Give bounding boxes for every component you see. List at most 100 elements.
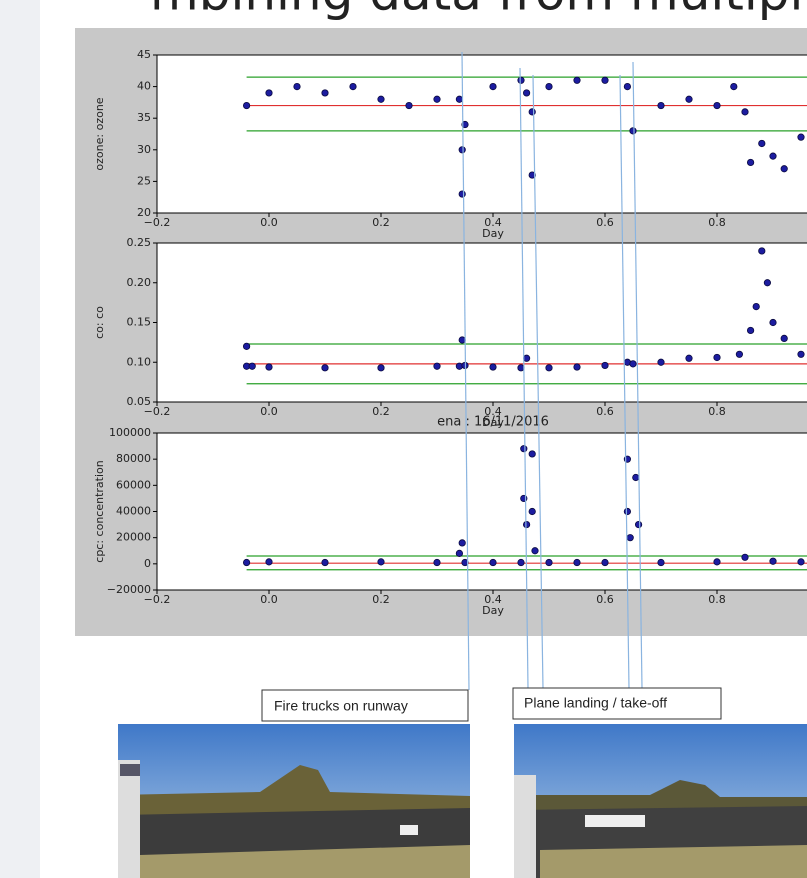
data-point [763, 279, 772, 287]
x-tick-label: 0.6 [596, 405, 614, 418]
data-point [531, 547, 539, 555]
x-axis-label: Day [482, 227, 504, 240]
y-tick-label: −20000 [107, 583, 151, 596]
x-tick-label: 0.6 [596, 216, 614, 229]
data-point [573, 76, 581, 84]
data-point [780, 334, 788, 342]
y-tick-label: 20 [137, 206, 151, 219]
data-point [265, 89, 273, 97]
y-axis-label: ozone: ozone [93, 97, 106, 170]
x-tick-label: 0.6 [596, 593, 614, 606]
y-tick-label: 0.10 [127, 355, 152, 368]
x-tick-label: 0.8 [708, 405, 726, 418]
data-point [377, 558, 385, 566]
y-tick-label: 25 [137, 174, 151, 187]
data-point [634, 520, 643, 529]
y-axis-label: co: co [93, 306, 106, 339]
data-point [489, 83, 497, 91]
data-point [489, 363, 497, 371]
y-tick-label: 0.05 [127, 395, 152, 408]
data-point [433, 362, 441, 370]
data-point [769, 557, 777, 565]
connectors [461, 51, 643, 691]
data-point [623, 83, 632, 91]
data-point [522, 89, 531, 97]
x-tick-label: 0.4 [484, 593, 502, 606]
data-point [520, 445, 528, 453]
plot-area [156, 432, 807, 591]
y-tick-label: 0.20 [127, 276, 152, 289]
x-tick-label: 0.2 [372, 593, 390, 606]
data-point [243, 101, 251, 110]
y-tick-label: 35 [137, 111, 151, 124]
data-point [601, 76, 609, 84]
x-tick-label: −0.2 [144, 216, 171, 229]
y-tick-label: 60000 [116, 478, 151, 491]
x-tick-label: −0.2 [144, 593, 171, 606]
data-point [758, 139, 766, 148]
plot-area [156, 242, 807, 403]
x-tick-label: 0.8 [708, 593, 726, 606]
photo [118, 724, 470, 878]
data-point [489, 558, 497, 567]
annotation: Fire trucks on runway [274, 698, 408, 714]
x-tick-label: 0.0 [260, 216, 278, 229]
data-point [601, 558, 609, 567]
data-point [741, 108, 749, 116]
data-point [517, 76, 525, 84]
data-point [458, 336, 466, 344]
data-point [433, 558, 441, 567]
data-point [455, 95, 463, 103]
data-point [321, 558, 329, 567]
data-point [769, 318, 777, 327]
y-tick-label: 0 [144, 557, 151, 570]
data-point [528, 108, 536, 116]
y-tick-label: 80000 [116, 452, 151, 465]
data-point [528, 450, 536, 458]
data-point [780, 165, 788, 173]
data-point [735, 350, 744, 358]
data-point [730, 83, 738, 91]
data-point [713, 353, 721, 362]
y-tick-label: 0.25 [127, 236, 152, 249]
y-tick-label: 0.15 [127, 316, 152, 329]
x-tick-label: 0.2 [372, 216, 390, 229]
data-point [573, 363, 581, 371]
x-tick-label: 0.0 [260, 593, 278, 606]
y-axis-label: cpc: concentration [93, 460, 106, 562]
y-tick-label: 45 [137, 48, 151, 61]
data-point [433, 95, 441, 103]
data-point [573, 558, 581, 567]
data-point [685, 95, 693, 103]
y-tick-label: 20000 [116, 531, 151, 544]
data-point [626, 534, 634, 542]
data-point [657, 558, 665, 567]
annotation: Plane landing / take-off [524, 695, 667, 711]
data-point [377, 364, 385, 372]
y-tick-label: 40000 [116, 505, 151, 518]
data-point [601, 361, 609, 370]
data-point [458, 190, 466, 198]
x-tick-label: 0.4 [484, 216, 502, 229]
data-point [769, 152, 777, 160]
data-point [293, 83, 301, 91]
side-strip [0, 0, 40, 878]
charts: 20 25 30 35 40 45 −0.2 0.0 0.2 0.4 0.6 0.8 Day ozone:… [93, 48, 807, 617]
data-point [713, 101, 721, 110]
data-point [405, 101, 413, 110]
y-tick-label: 30 [137, 143, 151, 156]
data-point [797, 558, 805, 566]
x-tick-label: 0.0 [260, 405, 278, 418]
data-point [758, 247, 766, 255]
slide-title: mbining data from multipl [150, 0, 803, 22]
data-point [522, 520, 531, 529]
data-point [629, 127, 637, 135]
data-point [321, 89, 329, 97]
data-point [685, 354, 693, 362]
data-point [458, 539, 466, 547]
data-point [265, 363, 273, 371]
data-point [248, 362, 256, 370]
data-point [243, 342, 251, 350]
